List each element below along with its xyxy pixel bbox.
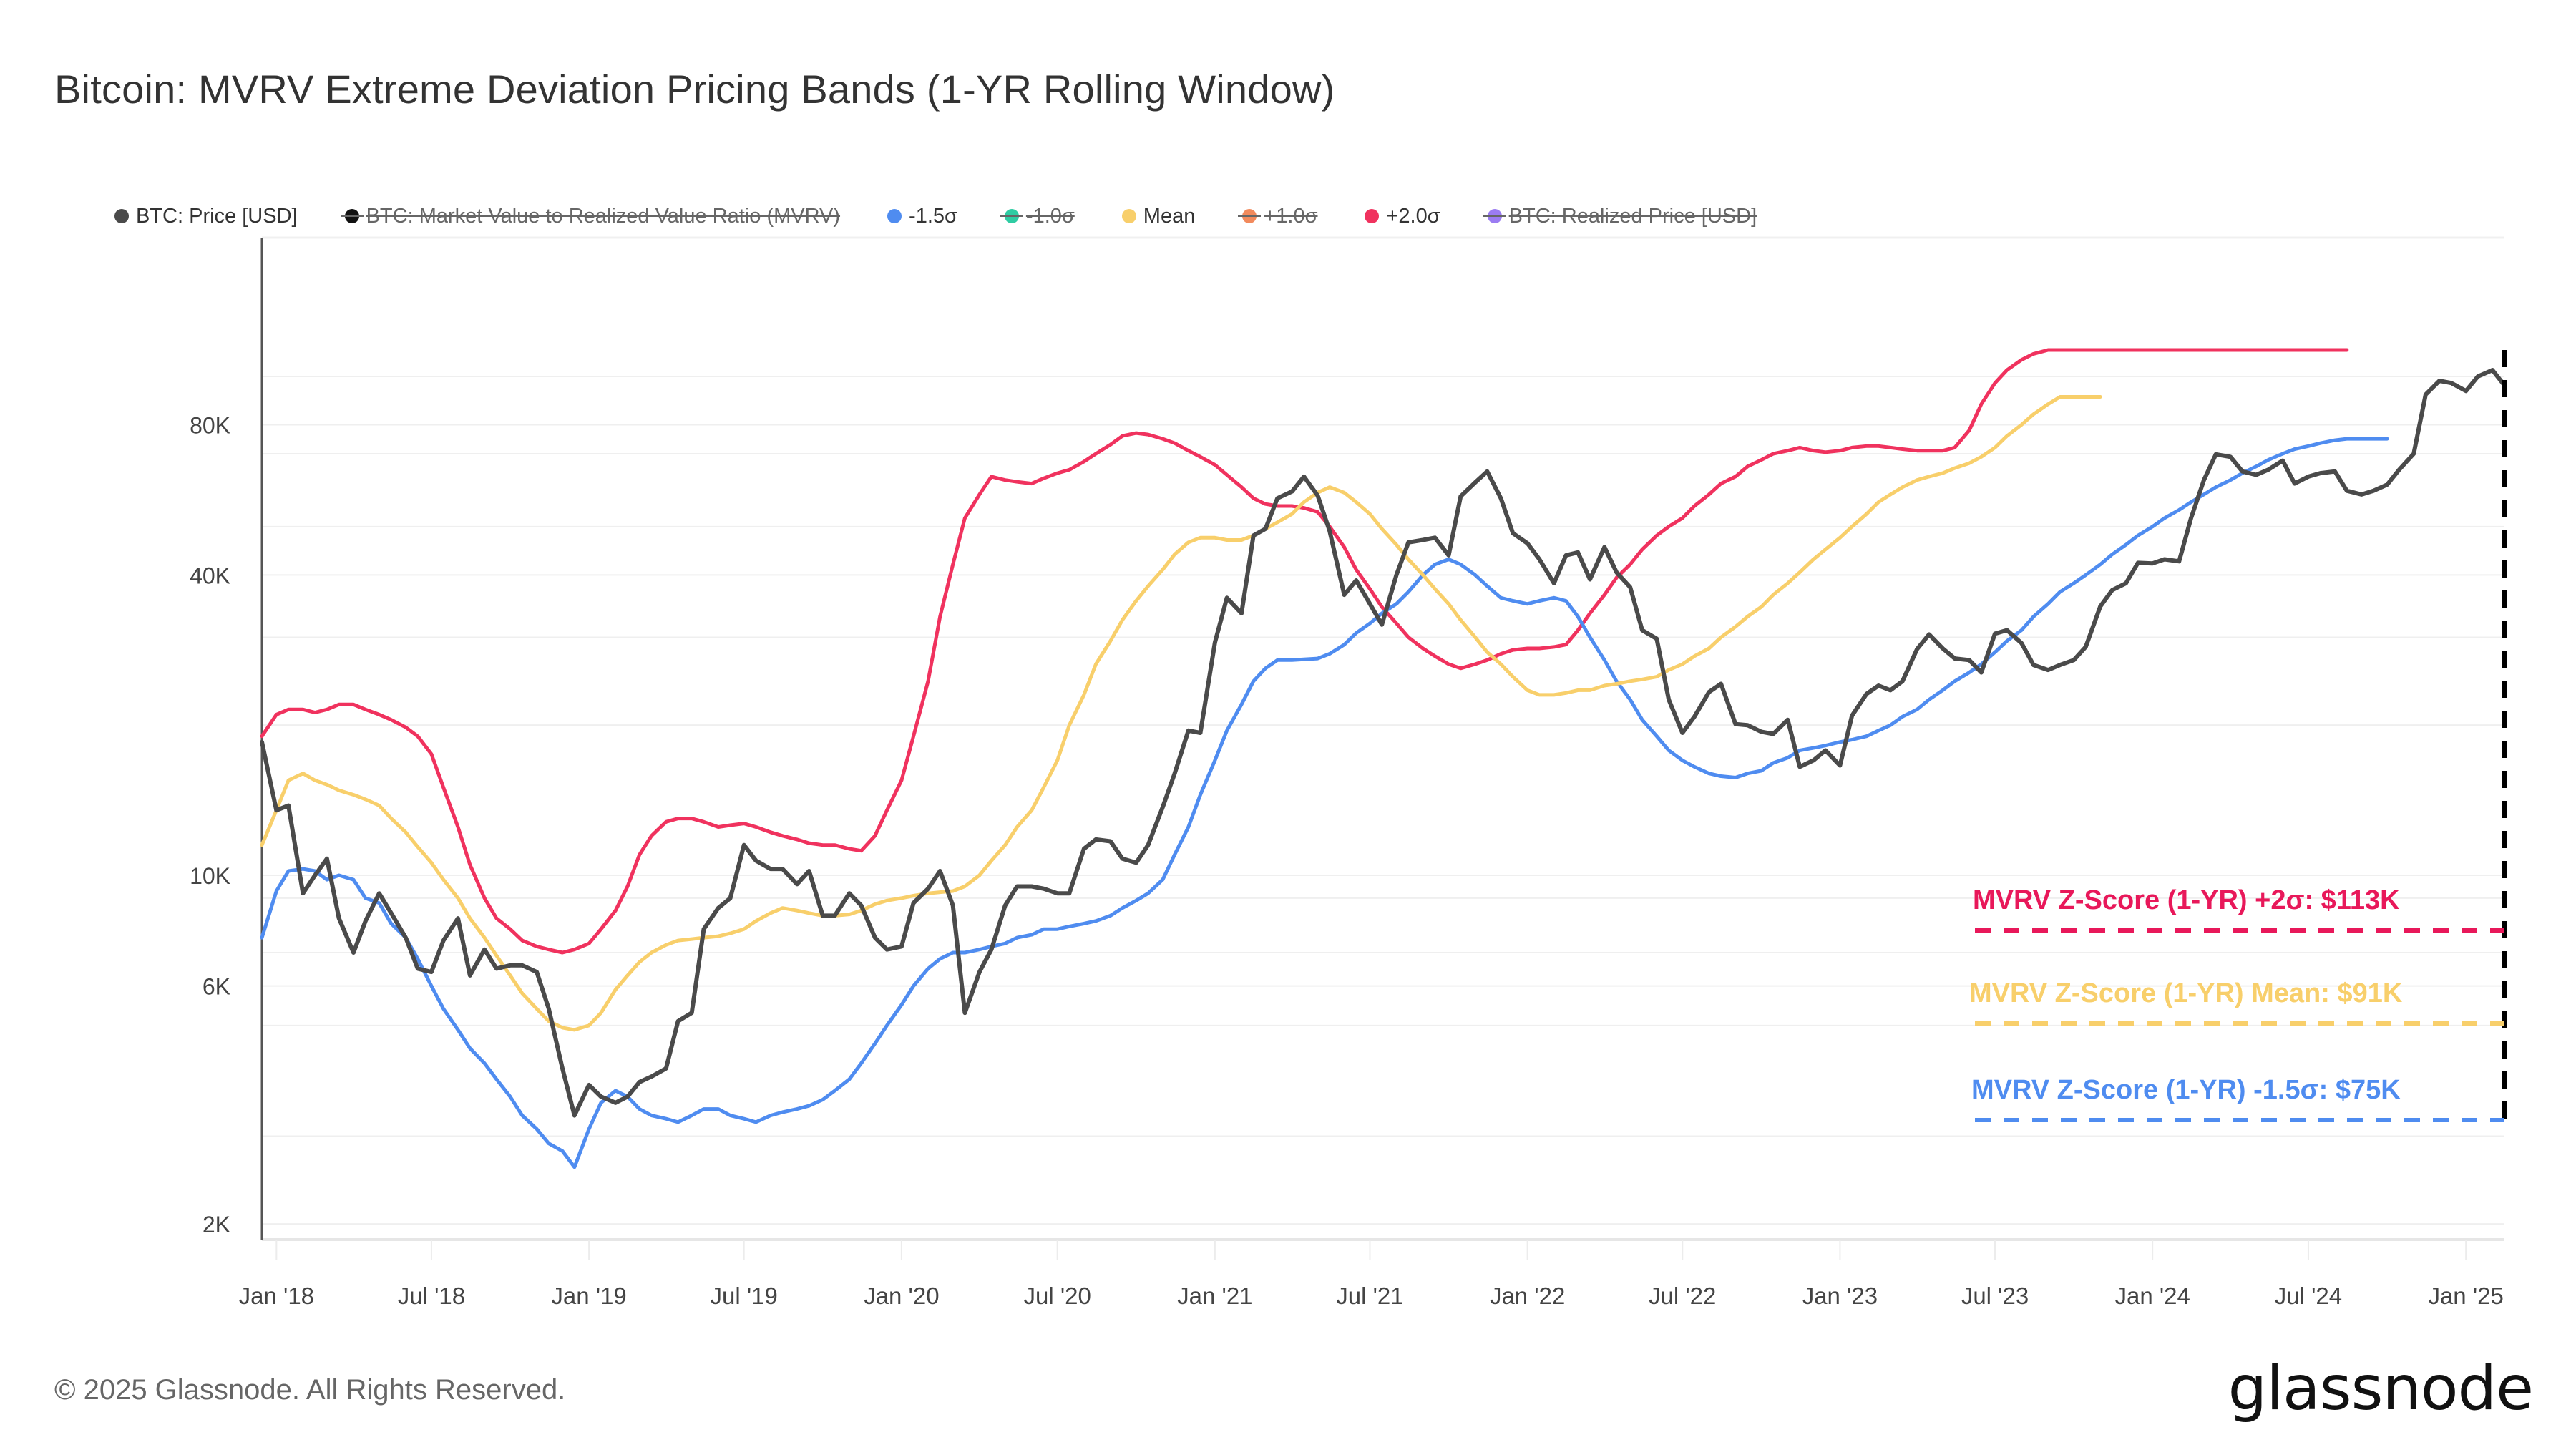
- x-tick-label: Jul '18: [398, 1283, 465, 1309]
- legend-label: BTC: Market Value to Realized Value Rati…: [366, 204, 841, 228]
- series-lines: [260, 348, 2507, 1169]
- legend-label: -1.5σ: [909, 204, 957, 228]
- annotation-mean: MVRV Z-Score (1-YR) Mean: $91K: [1969, 978, 2403, 1008]
- x-tick-label: Jan '21: [1177, 1283, 1252, 1309]
- legend-dot-icon: [340, 209, 364, 223]
- y-tick-label: 40K: [190, 563, 230, 588]
- y-tick-label: 10K: [190, 863, 230, 889]
- legend-dot-icon: [1000, 209, 1023, 223]
- legend-label: +1.0σ: [1264, 204, 1318, 228]
- x-tick-label: Jul '21: [1336, 1283, 1403, 1309]
- x-tick-label: Jul '20: [1023, 1283, 1091, 1309]
- legend-dot-icon: [1238, 209, 1262, 223]
- x-tick-label: Jul '22: [1649, 1283, 1716, 1309]
- legend-dot-icon: [1365, 209, 1380, 223]
- y-tick-label: 2K: [203, 1212, 230, 1237]
- x-tick-label: Jan '25: [2428, 1283, 2503, 1309]
- annotation-lines: [1975, 350, 2507, 1122]
- x-tick-label: Jan '22: [1490, 1283, 1565, 1309]
- legend-label: Mean: [1143, 204, 1196, 228]
- copyright: © 2025 Glassnode. All Rights Reserved.: [54, 1374, 566, 1406]
- x-tick-label: Jul '24: [2275, 1283, 2342, 1309]
- x-tick-label: Jan '20: [864, 1283, 939, 1309]
- gridlines: [260, 236, 2504, 1241]
- legend-item-mvrv[interactable]: BTC: Market Value to Realized Value Rati…: [340, 204, 841, 228]
- x-tick-label: Jul '19: [711, 1283, 778, 1309]
- x-tick-label: Jan '18: [239, 1283, 314, 1309]
- y-axis: 2K 6K 10K 40K 80K: [190, 413, 230, 1238]
- legend-dot-icon: [114, 209, 129, 223]
- chart-title: Bitcoin: MVRV Extreme Deviation Pricing …: [54, 67, 1335, 112]
- legend-item-realized-price[interactable]: BTC: Realized Price [USD]: [1483, 204, 1757, 228]
- legend-dot-icon: [887, 209, 902, 223]
- x-tick-label: Jan '23: [1802, 1283, 1878, 1309]
- legend-label: +2.0σ: [1386, 204, 1440, 228]
- price-line: [260, 368, 2507, 1118]
- legend-label: -1.0σ: [1025, 204, 1075, 228]
- annotation-minus-1-5-sigma: MVRV Z-Score (1-YR) -1.5σ: $75K: [1971, 1075, 2401, 1105]
- x-tick-label: Jul '23: [1961, 1283, 2029, 1309]
- legend-item-plus-1-0-sigma[interactable]: +1.0σ: [1238, 204, 1318, 228]
- legend-item-minus-1-5-sigma[interactable]: -1.5σ: [887, 205, 957, 228]
- legend-label: BTC: Realized Price [USD]: [1508, 204, 1757, 228]
- y-tick-label: 80K: [190, 413, 230, 439]
- legend: BTC: Price [USD] BTC: Market Value to Re…: [114, 202, 1804, 230]
- x-axis: Jan '18 Jul '18 Jan '19 Jul '19 Jan '20 Jul '…: [239, 1240, 2504, 1309]
- legend-item-mean[interactable]: Mean: [1121, 204, 1196, 228]
- legend-item-plus-2-0-sigma[interactable]: +2.0σ: [1365, 205, 1440, 228]
- legend-item-minus-1-0-sigma[interactable]: -1.0σ: [1000, 204, 1075, 228]
- legend-label: BTC: Price [USD]: [136, 204, 298, 228]
- legend-dot-icon: [1121, 209, 1136, 223]
- plus-2-sigma-line: [260, 348, 2349, 955]
- mean-line: [260, 395, 2102, 1032]
- glassnode-logo: glassnode: [2228, 1353, 2534, 1424]
- x-tick-label: Jan '24: [2114, 1283, 2190, 1309]
- minus-1-5-sigma-line: [260, 437, 2389, 1169]
- legend-item-price[interactable]: BTC: Price [USD]: [114, 205, 298, 228]
- annotation-plus-2-sigma: MVRV Z-Score (1-YR) +2σ: $113K: [1973, 885, 2400, 915]
- x-tick-label: Jan '19: [551, 1283, 626, 1309]
- legend-dot-icon: [1483, 209, 1506, 223]
- y-tick-label: 6K: [203, 974, 230, 1000]
